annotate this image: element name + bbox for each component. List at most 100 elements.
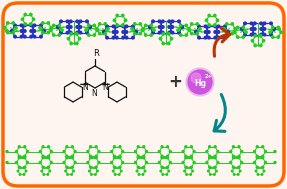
Circle shape [67, 37, 70, 40]
Circle shape [115, 31, 118, 33]
Circle shape [272, 26, 274, 29]
Circle shape [65, 170, 66, 172]
Circle shape [190, 167, 191, 168]
Circle shape [98, 150, 100, 153]
Circle shape [255, 170, 257, 172]
Circle shape [148, 26, 151, 28]
Circle shape [14, 35, 16, 38]
Circle shape [191, 23, 193, 25]
Circle shape [171, 26, 174, 28]
Circle shape [71, 167, 72, 168]
Circle shape [115, 25, 118, 28]
Circle shape [262, 40, 265, 42]
Circle shape [162, 42, 164, 45]
Circle shape [24, 13, 26, 16]
Circle shape [30, 35, 32, 38]
Circle shape [217, 161, 219, 163]
Circle shape [7, 22, 9, 24]
Circle shape [263, 28, 266, 30]
Circle shape [143, 155, 145, 157]
Circle shape [18, 166, 20, 168]
Circle shape [216, 19, 219, 22]
Circle shape [98, 161, 100, 163]
Circle shape [263, 33, 266, 36]
Circle shape [144, 24, 147, 27]
Circle shape [33, 30, 36, 32]
Circle shape [18, 155, 20, 157]
Text: N: N [91, 90, 97, 98]
Circle shape [76, 20, 79, 23]
Circle shape [66, 31, 69, 34]
Circle shape [119, 157, 121, 159]
Circle shape [122, 14, 124, 17]
Circle shape [210, 167, 211, 168]
Circle shape [188, 70, 212, 94]
Circle shape [113, 170, 114, 172]
Circle shape [42, 146, 44, 148]
Circle shape [168, 33, 170, 35]
Circle shape [79, 20, 82, 23]
Circle shape [224, 36, 226, 39]
Circle shape [112, 36, 115, 39]
Circle shape [259, 35, 262, 37]
Circle shape [253, 33, 256, 36]
Circle shape [42, 155, 44, 157]
Circle shape [273, 28, 276, 30]
Circle shape [67, 174, 68, 175]
Circle shape [144, 34, 147, 36]
Circle shape [124, 19, 127, 22]
Circle shape [79, 26, 82, 28]
Circle shape [33, 24, 36, 27]
Circle shape [76, 31, 79, 34]
Circle shape [115, 167, 116, 168]
Circle shape [119, 167, 120, 168]
Circle shape [47, 174, 49, 175]
Circle shape [158, 31, 161, 34]
Circle shape [112, 31, 115, 33]
Circle shape [26, 150, 28, 153]
Circle shape [24, 157, 26, 159]
Circle shape [245, 31, 247, 33]
Circle shape [153, 29, 155, 31]
Circle shape [234, 31, 236, 33]
Text: R: R [94, 49, 99, 58]
Circle shape [116, 24, 119, 26]
Circle shape [39, 26, 41, 29]
Text: N: N [102, 83, 108, 91]
Circle shape [232, 155, 234, 157]
Circle shape [162, 31, 164, 34]
Circle shape [162, 174, 164, 175]
Circle shape [162, 167, 164, 168]
Circle shape [262, 166, 264, 168]
Circle shape [226, 32, 228, 35]
Circle shape [262, 146, 264, 148]
Circle shape [78, 37, 81, 40]
Circle shape [93, 24, 96, 27]
Circle shape [236, 26, 239, 29]
Circle shape [60, 31, 62, 34]
Circle shape [63, 161, 65, 163]
Circle shape [214, 155, 216, 157]
Circle shape [122, 25, 125, 28]
Circle shape [137, 155, 139, 157]
Circle shape [196, 23, 198, 25]
Circle shape [63, 150, 65, 153]
Circle shape [232, 166, 234, 168]
Circle shape [253, 150, 255, 153]
Circle shape [250, 33, 253, 36]
Circle shape [69, 20, 72, 23]
Circle shape [24, 23, 26, 25]
Circle shape [66, 26, 69, 28]
Circle shape [30, 30, 32, 32]
Circle shape [190, 174, 191, 175]
Circle shape [75, 42, 78, 45]
Circle shape [180, 24, 182, 27]
Circle shape [234, 28, 236, 30]
Circle shape [50, 161, 52, 163]
Circle shape [274, 161, 276, 163]
Circle shape [73, 170, 74, 172]
Circle shape [139, 32, 141, 35]
Circle shape [209, 157, 211, 159]
Circle shape [262, 155, 264, 157]
Circle shape [112, 25, 115, 28]
